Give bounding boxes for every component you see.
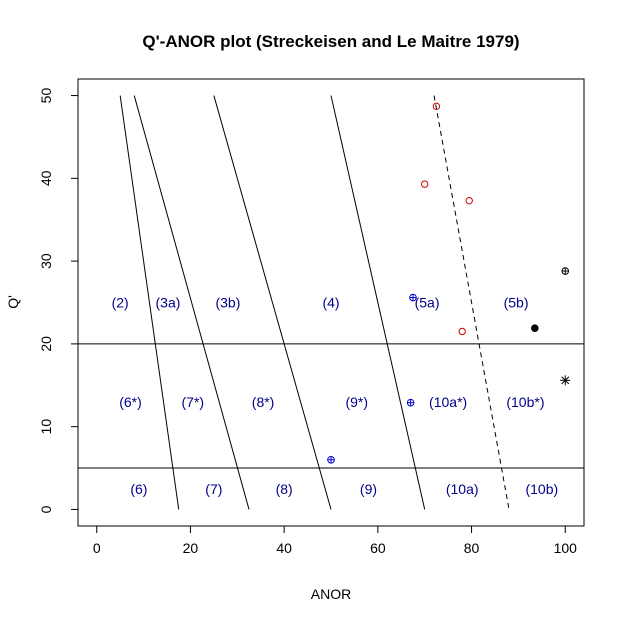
boundary-line-3 (213, 95, 332, 510)
y-tick-label: 20 (38, 336, 54, 352)
field-label: (3a) (156, 295, 181, 311)
chart-title: Q'-ANOR plot (Streckeisen and Le Maitre … (142, 32, 519, 51)
field-label: (4) (322, 295, 339, 311)
field-label: (10a) (446, 481, 479, 497)
x-axis: 0 20 40 60 80 100 (93, 526, 577, 556)
x-tick-label: 0 (93, 540, 101, 556)
x-axis-label: ANOR (311, 586, 351, 602)
y-axis: 0 10 20 30 40 50 (38, 88, 78, 513)
boundary-line-4 (330, 95, 426, 510)
field-label: (9) (360, 481, 377, 497)
field-label: (6) (130, 481, 147, 497)
plot-frame (77, 78, 585, 527)
data-point (327, 455, 335, 464)
field-label: (9*) (345, 394, 368, 410)
x-tick-label: 80 (464, 540, 480, 556)
x-tick-label: 100 (554, 540, 578, 556)
data-point (458, 327, 466, 336)
field-label: (10b*) (506, 394, 544, 410)
boundary-line-5 (433, 95, 510, 510)
data-point (409, 293, 417, 302)
x-tick-label: 40 (276, 540, 292, 556)
field-labels: (2) (3a) (3b) (4) (5a) (5b) (6*) (7*) (8*) (9*) (1… (112, 295, 559, 497)
y-tick-label: 40 (38, 170, 54, 186)
x-tick-label: 20 (183, 540, 199, 556)
y-axis-label: Q' (5, 295, 21, 309)
boundary-line-2 (133, 95, 250, 510)
y-tick-label: 30 (38, 253, 54, 269)
data-point (531, 324, 539, 332)
field-label: (8) (276, 481, 293, 497)
field-label: (8*) (252, 394, 275, 410)
y-tick-label: 50 (38, 88, 54, 104)
data-points (327, 102, 571, 464)
data-point (561, 267, 570, 275)
y-tick-label: 10 (38, 419, 54, 435)
field-label: (7) (205, 481, 222, 497)
boundary-line-1 (119, 95, 180, 510)
data-point (560, 375, 571, 386)
field-label: (7*) (182, 394, 205, 410)
data-point (432, 102, 441, 111)
y-tick-label: 0 (38, 505, 54, 513)
field-label: (6*) (119, 394, 142, 410)
field-label: (5a) (415, 295, 440, 311)
data-point (421, 180, 429, 188)
field-label: (2) (112, 295, 129, 311)
field-label: (10b) (525, 481, 558, 497)
field-boundaries (78, 95, 584, 510)
point-stroke-d2 (561, 376, 570, 385)
data-point (406, 398, 415, 407)
data-point (465, 196, 473, 205)
x-tick-label: 60 (370, 540, 386, 556)
field-label: (3b) (215, 295, 240, 311)
field-label: (5b) (504, 295, 529, 311)
field-label: (10a*) (429, 394, 467, 410)
